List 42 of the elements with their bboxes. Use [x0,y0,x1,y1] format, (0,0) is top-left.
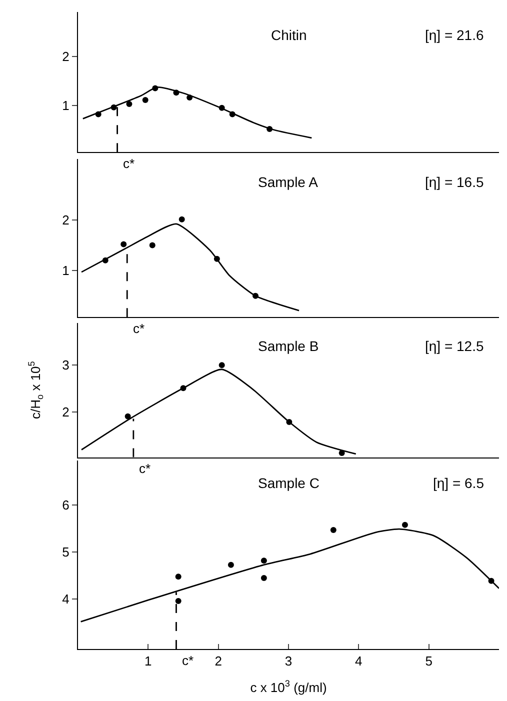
y-tick-label: 1 [62,263,70,278]
text: Sample C [258,475,320,491]
y-tick-label: 2 [62,404,70,420]
annotation: c* [139,461,151,476]
point [402,522,408,528]
x-tick-label: 4 [355,654,362,669]
x-tick-label: 1 [144,654,152,669]
y-tick-label: 2 [62,48,70,64]
x-tick-label: 5 [425,654,432,669]
annotation: c* [133,321,145,336]
point [228,562,234,568]
line-series [80,223,300,312]
text: Sample A [258,174,319,190]
annotation: [η] = 21.6 [425,27,484,43]
point [260,575,267,581]
annotation: c* [182,653,194,668]
y-tick-label: 3 [62,358,70,373]
point [124,413,131,420]
point [178,216,185,222]
annotation: [η] = 6.5 [433,475,484,491]
point [142,97,148,104]
annotation: [η] = 16.5 [425,174,484,190]
y-tick-label: 2 [62,212,70,228]
y-tick-label: 5 [62,544,70,560]
point [260,558,267,564]
x-tick-label: 3 [284,654,292,669]
point [126,100,132,107]
point [175,598,182,604]
x-axis-title: c x 10$^{3}$ (g/ml) [250,678,327,696]
point [330,527,336,534]
point [218,362,225,368]
point [120,241,127,248]
y-tick-label: 6 [62,498,70,513]
point [149,242,156,248]
point [175,574,182,580]
y-tick-label: 1 [62,98,70,113]
text: Chitin [271,27,307,43]
text: Sample B [258,338,319,354]
y-tick-label: 4 [62,592,70,607]
annotation: [η] = 12.5 [425,338,484,354]
x-tick-label: 2 [214,654,222,669]
annotation: c* [123,156,135,171]
